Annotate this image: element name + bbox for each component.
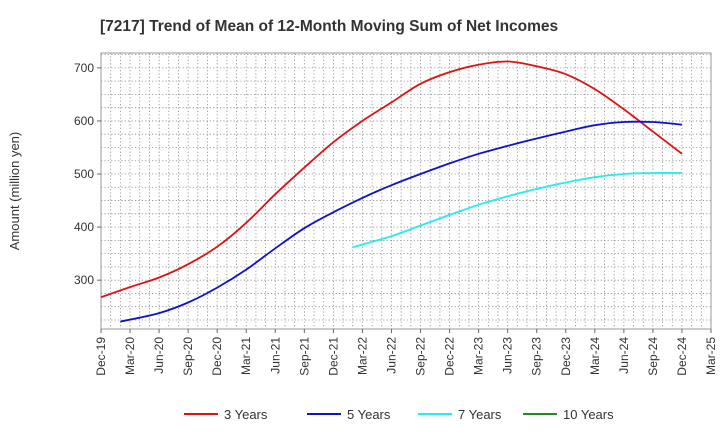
- x-tick-label: Jun-22: [384, 337, 398, 374]
- x-axis-ticks: Dec-19 Mar-20 Jun-20 Sep-20 Dec-20 Mar-21 Jun-…: [94, 329, 718, 376]
- x-tick-label: Sep-23: [530, 337, 544, 376]
- legend-label: 10 Years: [563, 407, 614, 422]
- series-line-5-years: [120, 120, 683, 323]
- legend: 3 Years 5 Years 7 Years 10 Years: [184, 407, 614, 422]
- x-tick-label: Mar-21: [239, 337, 253, 375]
- x-tick-label: Dec-21: [326, 337, 340, 376]
- x-tick-label: Mar-24: [588, 337, 602, 375]
- y-tick-label: 600: [74, 114, 94, 128]
- series-line-7-years: [352, 172, 683, 249]
- x-tick-label: Dec-23: [559, 337, 573, 376]
- x-tick-label: Jun-21: [268, 337, 282, 374]
- grid: [100, 53, 712, 329]
- x-tick-label: Mar-22: [355, 337, 369, 375]
- x-tick-label: Mar-25: [704, 337, 718, 375]
- legend-label: 5 Years: [347, 407, 391, 422]
- legend-label: 3 Years: [224, 407, 268, 422]
- x-tick-label: Sep-21: [297, 337, 311, 376]
- plot-area: [100, 52, 712, 330]
- x-tick-label: Jun-23: [501, 337, 515, 374]
- x-tick-label: Jun-24: [617, 337, 631, 374]
- y-axis-label: Amount (million yen): [7, 132, 22, 251]
- chart-title: [7217] Trend of Mean of 12-Month Moving …: [100, 18, 558, 35]
- x-tick-label: Dec-19: [94, 337, 108, 376]
- y-axis-ticks: 300 400 500 600 700: [74, 61, 101, 287]
- x-tick-label: Dec-22: [443, 337, 457, 376]
- x-tick-label: Sep-22: [414, 337, 428, 376]
- x-tick-label: Jun-20: [152, 337, 166, 374]
- y-tick-label: 700: [74, 61, 94, 75]
- x-tick-label: Mar-23: [472, 337, 486, 375]
- x-tick-label: Dec-20: [210, 337, 224, 376]
- y-tick-label: 300: [74, 273, 94, 287]
- y-tick-label: 500: [74, 167, 94, 181]
- y-tick-label: 400: [74, 220, 94, 234]
- x-tick-label: Sep-24: [646, 337, 660, 376]
- legend-label: 7 Years: [458, 407, 502, 422]
- x-tick-label: Sep-20: [181, 337, 195, 376]
- x-tick-label: Mar-20: [123, 337, 137, 375]
- series-group: [100, 60, 683, 323]
- series-line-3-years: [100, 60, 683, 299]
- x-tick-label: Dec-24: [675, 337, 689, 376]
